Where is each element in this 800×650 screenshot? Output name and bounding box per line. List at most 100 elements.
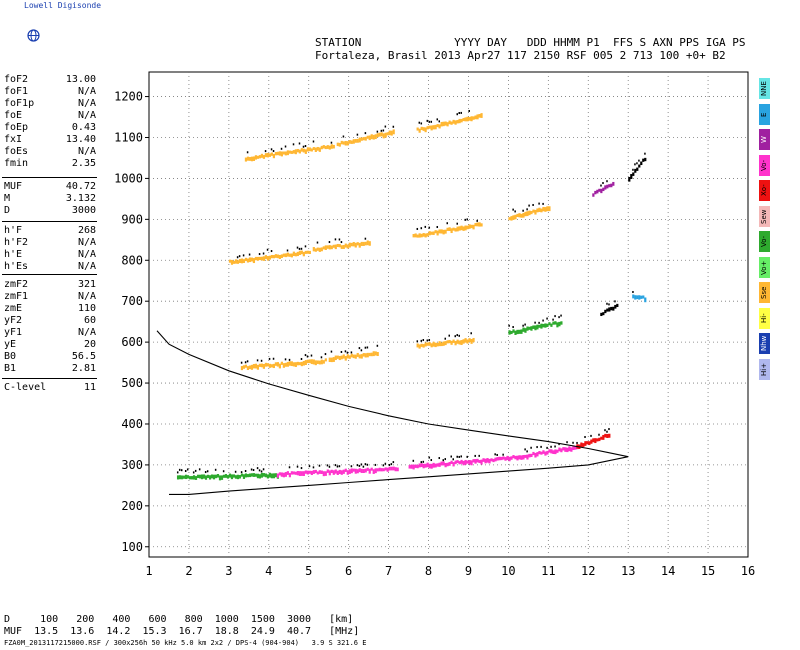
echo-point [302,148,305,153]
echo-point [630,174,633,179]
param-row: M 3.132 [4,193,96,205]
x-tick-label: 10 [501,564,515,578]
echo-point [268,357,271,360]
echo-point [280,254,283,258]
echo-point [258,155,262,159]
echo-point [518,213,521,218]
echo-point [328,470,331,476]
echo-point [270,254,273,259]
echo-point [584,435,586,438]
echo-point [556,322,559,328]
echo-point [450,460,453,464]
echo-point [514,214,517,220]
echo-point [324,145,327,150]
echo-point [438,124,441,129]
echo-point [446,340,449,344]
echo-point [264,150,267,153]
echo-point [642,295,645,299]
echo-point [348,140,351,144]
param-value: 0.43 [71,122,96,133]
echo-point [598,433,600,436]
echo-point [296,361,299,366]
echo-point [332,357,335,362]
y-tick-label: 900 [121,212,143,226]
echo-point [420,122,423,125]
echo-point [446,227,449,231]
echo-point [340,350,343,353]
echo-point [420,339,423,342]
echo-point [602,187,605,192]
echo-point [308,470,311,474]
echo-point [564,447,567,452]
echo-point [202,474,206,479]
echo-point [460,118,463,123]
echo-point [244,157,248,162]
echo-point [418,344,421,349]
echo-point [608,307,611,312]
echo-point [382,464,385,467]
echo-point [450,228,453,234]
echo-point [342,354,345,359]
echo-point [420,463,423,468]
echo-point [464,459,467,465]
echo-point [230,474,234,480]
echo-point [286,252,289,257]
echo-point [206,470,209,473]
echo-point [526,211,529,217]
echo-point [640,295,643,299]
echo-point [628,176,631,182]
echo-point [460,340,463,345]
echo-point [574,445,577,450]
echo-point [274,152,277,156]
echo-point [192,471,195,474]
electron-density-profile [156,330,629,495]
y-tick-label: 500 [121,376,143,390]
echo-point [474,454,476,457]
echo-point [456,334,458,337]
echo-point [256,359,259,362]
echo-point [318,147,321,152]
echo-point [254,155,258,160]
echo-point [450,121,453,125]
echo-point [384,125,387,128]
legend-item: Hi- [759,307,770,329]
echo-point [246,474,250,478]
echo-point [546,317,548,320]
echo-point [198,468,201,471]
echo-point [600,188,603,194]
echo-point [310,354,313,357]
echo-point [226,475,230,479]
echo-point [252,156,256,161]
echo-point [460,459,463,464]
echo-point [634,295,637,300]
param-row: foF1 N/A [4,86,96,98]
echo-point [604,433,607,438]
echo-point [360,241,363,246]
x-tick-label: 15 [701,564,715,578]
echo-point [494,453,496,456]
echo-point [500,456,503,461]
echo-point [448,227,451,232]
echo-point [426,233,429,237]
param-row: foEp 0.43 [4,122,96,134]
echo-point [634,163,636,166]
echo-point [576,441,578,444]
echo-point [240,471,243,474]
echo-point [264,362,268,367]
echo-point [572,445,575,451]
echo-point [314,248,317,252]
echo-point [288,150,291,154]
echo-point [562,447,565,451]
echo-point [242,365,246,369]
echo-point [312,359,315,365]
echo-point [370,352,373,357]
echo-point [272,255,275,259]
echo-point [250,156,254,162]
echo-point [318,470,321,474]
echo-point [244,473,248,478]
echo-point [380,468,383,472]
echo-point [354,139,357,143]
echo-point [236,474,240,480]
echo-point [330,357,333,363]
echo-point [424,463,427,468]
